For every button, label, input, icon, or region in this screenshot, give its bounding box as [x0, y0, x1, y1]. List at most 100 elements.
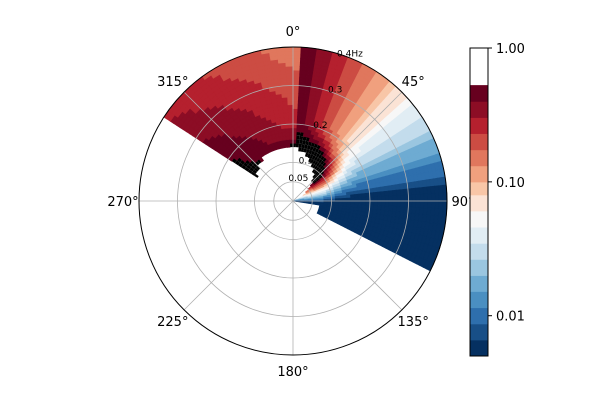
contour-cell [288, 112, 294, 117]
contour-cell [292, 50, 302, 56]
contour-cell [404, 200, 409, 208]
angular-gridline [183, 200, 294, 311]
contour-cell [288, 119, 294, 125]
contour-cell [240, 159, 246, 165]
contour-cell [300, 147, 305, 153]
colorbar-swatch [470, 210, 488, 228]
colorbar-swatch [470, 226, 488, 244]
angle-tick-label: 270° [107, 195, 138, 210]
contour-cell [301, 143, 306, 149]
colorbar: 1.00 0.10 0.01 [469, 42, 525, 357]
contour-cell [292, 58, 301, 63]
contour-cell [289, 143, 293, 148]
contour-cell [320, 171, 325, 176]
contour-cell [286, 139, 291, 144]
contour-cell [373, 204, 378, 211]
contour-cell [251, 164, 256, 170]
contour-cell [312, 179, 316, 183]
contour-cell [249, 167, 255, 172]
colorbar-tick-label: 0.10 [496, 176, 525, 191]
contour-cell [318, 175, 323, 180]
contour-cell [423, 200, 429, 209]
contour-cell [313, 156, 319, 161]
colorbar-swatch [470, 243, 488, 260]
contour-cell [310, 163, 315, 168]
contour-cell [404, 194, 409, 202]
contour-cell [298, 143, 303, 148]
contour-cell [357, 193, 363, 198]
contour-cell [288, 127, 294, 133]
contour-cell [373, 191, 378, 198]
contour-cell [286, 77, 294, 83]
angle-tick-label: 315° [157, 75, 188, 90]
contour-cell [312, 174, 317, 179]
contour-cell [388, 200, 394, 207]
contour-cell [299, 139, 303, 144]
contour-cell [381, 200, 386, 207]
contour-cell [314, 171, 319, 176]
contour-cell [434, 200, 440, 209]
colorbar-swatch [470, 165, 488, 183]
contour-cell [286, 73, 294, 79]
contour-cell [292, 127, 298, 133]
contour-cell [296, 131, 301, 136]
contour-cell [292, 62, 301, 67]
contour-cell [288, 123, 294, 129]
contour-cell [302, 140, 306, 145]
colorbar-swatch [470, 307, 488, 325]
contour-cell [380, 205, 386, 211]
contour-cell [315, 177, 320, 182]
contour-cell [320, 160, 325, 166]
contour-cell [287, 92, 294, 98]
contour-cell [292, 69, 301, 75]
contour-cell [411, 200, 417, 208]
contour-cell [287, 104, 294, 110]
contour-cell [318, 159, 323, 164]
contour-cell [358, 200, 363, 205]
contour-cell [310, 158, 314, 164]
contour-cell [248, 162, 253, 168]
contour-cell [312, 164, 317, 169]
radial-tick-label: 0.4Hz [337, 50, 363, 60]
contour-cell [396, 200, 402, 207]
contour-cell [297, 108, 303, 114]
contour-cell [300, 201, 305, 204]
contour-cell [304, 152, 309, 158]
colorbar-swatch [470, 323, 488, 341]
contour-cell [296, 116, 303, 121]
contour-cell [316, 162, 321, 167]
contour-cell [285, 135, 291, 141]
contour-cell [309, 146, 314, 151]
contour-cell [419, 193, 425, 202]
contour-cell [251, 171, 256, 176]
colorbar-swatch [470, 117, 488, 134]
contour-cell [311, 168, 316, 173]
contour-cell [286, 143, 291, 148]
contour-cell [285, 127, 290, 133]
contour-cell [408, 194, 413, 202]
angle-tick-label: 225° [157, 315, 188, 330]
contour-cell [299, 132, 304, 137]
contour-cell [310, 142, 316, 148]
contour-cell [252, 169, 258, 174]
contour-cell [377, 196, 382, 202]
contour-cell [314, 176, 319, 181]
contour-cell [252, 162, 258, 168]
contour-cell [307, 141, 313, 147]
contour-cell [287, 96, 294, 102]
contour-cell [288, 115, 294, 121]
colorbar-tick-label: 1.00 [496, 42, 525, 57]
angle-tick-label: 180° [277, 365, 308, 380]
radial-tick-label: 0.2 [313, 121, 327, 131]
contour-cell [247, 169, 253, 174]
colorbar-swatch [470, 194, 488, 212]
contour-cell [286, 81, 294, 86]
contour-cell [289, 131, 294, 136]
contour-cell [292, 131, 297, 136]
contour-cell [365, 200, 371, 206]
contour-cell [384, 195, 390, 202]
contour-cell [285, 58, 294, 63]
contour-cell [314, 160, 319, 166]
contour-cell [380, 191, 386, 197]
contour-cell [307, 153, 311, 158]
